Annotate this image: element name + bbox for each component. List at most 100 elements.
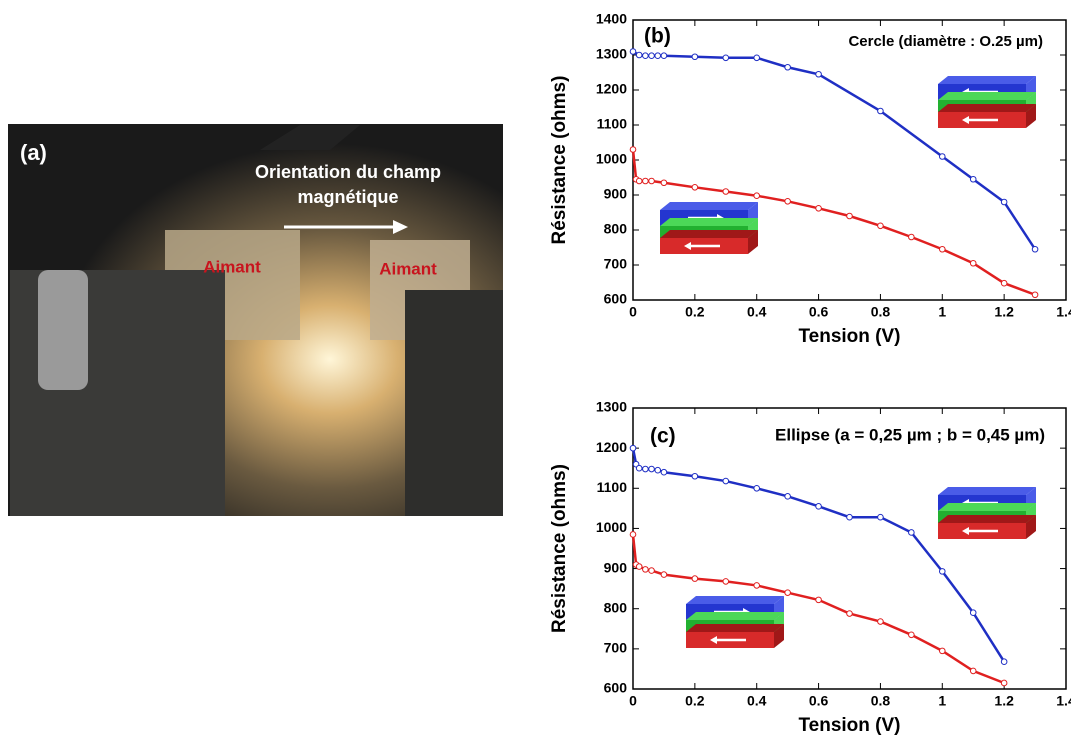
annotation: Cercle (diamètre : O.25 µm) xyxy=(848,33,1043,50)
data-point xyxy=(660,571,668,578)
data-point xyxy=(722,54,730,62)
data-point xyxy=(784,198,791,205)
layer-stack-icon xyxy=(686,596,784,648)
layer xyxy=(1026,515,1036,539)
layer xyxy=(660,230,758,238)
photo: (a) Orientation du champ magnétique Aima… xyxy=(8,124,503,516)
y-tick-label: 1300 xyxy=(596,399,627,415)
data-point xyxy=(691,184,699,191)
x-tick-label: 0.6 xyxy=(809,304,829,320)
layer xyxy=(938,104,1036,112)
x-tick-label: 1.4 xyxy=(1056,304,1071,320)
data-point xyxy=(908,631,915,639)
layer-arrow xyxy=(710,636,717,644)
data-point xyxy=(969,667,977,675)
x-tick-label: 1 xyxy=(938,304,946,320)
layer xyxy=(938,92,1036,100)
data-point xyxy=(722,477,730,485)
data-point xyxy=(660,179,668,187)
data-point xyxy=(846,513,853,521)
y-axis-label: Résistance (ohms) xyxy=(549,76,570,245)
x-tick-label: 0.4 xyxy=(747,693,767,709)
data-point xyxy=(660,52,668,60)
layer-stack-icon xyxy=(938,76,1036,128)
data-point xyxy=(938,245,946,253)
data-point xyxy=(815,70,822,78)
y-axis-label: Résistance (ohms) xyxy=(549,464,570,633)
data-point xyxy=(629,444,637,452)
data-point xyxy=(635,51,643,59)
y-tick-label: 1100 xyxy=(597,479,628,495)
data-point xyxy=(660,468,668,476)
data-point xyxy=(691,575,699,582)
x-axis-label: Tension (V) xyxy=(798,326,900,347)
panel-label: (a) xyxy=(20,140,47,165)
arrow-text: magnétique xyxy=(297,187,398,207)
data-point xyxy=(753,484,761,492)
x-tick-label: 1.2 xyxy=(994,304,1014,320)
data-point xyxy=(938,647,946,655)
layer xyxy=(686,624,784,632)
x-tick-label: 0.6 xyxy=(809,693,829,709)
data-point xyxy=(908,233,915,241)
data-point xyxy=(1031,291,1039,299)
data-point xyxy=(722,188,730,195)
x-tick-label: 0.2 xyxy=(685,693,705,709)
layer xyxy=(774,624,784,648)
x-tick-label: 0 xyxy=(629,304,637,320)
y-tick-label: 700 xyxy=(604,256,628,272)
data-point xyxy=(1000,679,1008,687)
x-tick-label: 1.2 xyxy=(994,693,1014,709)
layer xyxy=(1026,104,1036,128)
y-tick-label: 800 xyxy=(604,221,628,237)
data-point xyxy=(635,464,643,472)
data-point xyxy=(846,610,853,617)
y-tick-label: 600 xyxy=(604,291,628,307)
y-tick-label: 1000 xyxy=(596,519,627,535)
data-point xyxy=(691,472,699,480)
data-point xyxy=(648,567,655,574)
layer-stack-icon xyxy=(660,202,758,254)
layer xyxy=(748,230,758,254)
data-point xyxy=(1000,198,1008,206)
data-point xyxy=(969,609,977,617)
data-point xyxy=(642,177,649,185)
layer xyxy=(938,487,1036,495)
data-point xyxy=(846,212,853,220)
data-point xyxy=(784,589,791,596)
layer xyxy=(938,76,1036,84)
y-tick-label: 700 xyxy=(604,640,628,656)
x-tick-label: 1 xyxy=(938,693,946,709)
data-point xyxy=(642,465,649,473)
y-tick-label: 1200 xyxy=(596,439,627,455)
layer xyxy=(686,596,784,604)
y-tick-label: 1000 xyxy=(596,151,627,167)
layer xyxy=(938,515,1036,523)
data-point xyxy=(784,63,791,71)
data-point xyxy=(753,192,761,199)
data-point xyxy=(629,531,637,538)
y-tick-label: 900 xyxy=(604,559,628,575)
data-point xyxy=(1031,245,1039,253)
layer xyxy=(660,218,758,226)
x-tick-label: 0.2 xyxy=(685,304,705,320)
data-point xyxy=(877,107,884,115)
y-tick-label: 900 xyxy=(604,186,628,202)
data-point xyxy=(815,596,822,604)
data-point xyxy=(691,53,699,61)
data-point xyxy=(938,153,946,160)
magnet-label: Aimant xyxy=(379,259,437,278)
data-point xyxy=(629,146,637,153)
data-point xyxy=(654,466,662,474)
data-point xyxy=(908,529,915,536)
data-point xyxy=(815,503,822,510)
layer xyxy=(938,503,1036,511)
y-tick-label: 800 xyxy=(604,599,628,615)
plot-frame xyxy=(632,407,1067,690)
annotation: Ellipse (a = 0,25 µm ; b = 0,45 µm) xyxy=(775,425,1045,444)
magnet-label: Aimant xyxy=(203,257,261,276)
x-axis-label: Tension (V) xyxy=(798,715,900,736)
y-tick-label: 1300 xyxy=(596,46,627,62)
data-point xyxy=(629,48,637,55)
data-point xyxy=(784,493,791,500)
